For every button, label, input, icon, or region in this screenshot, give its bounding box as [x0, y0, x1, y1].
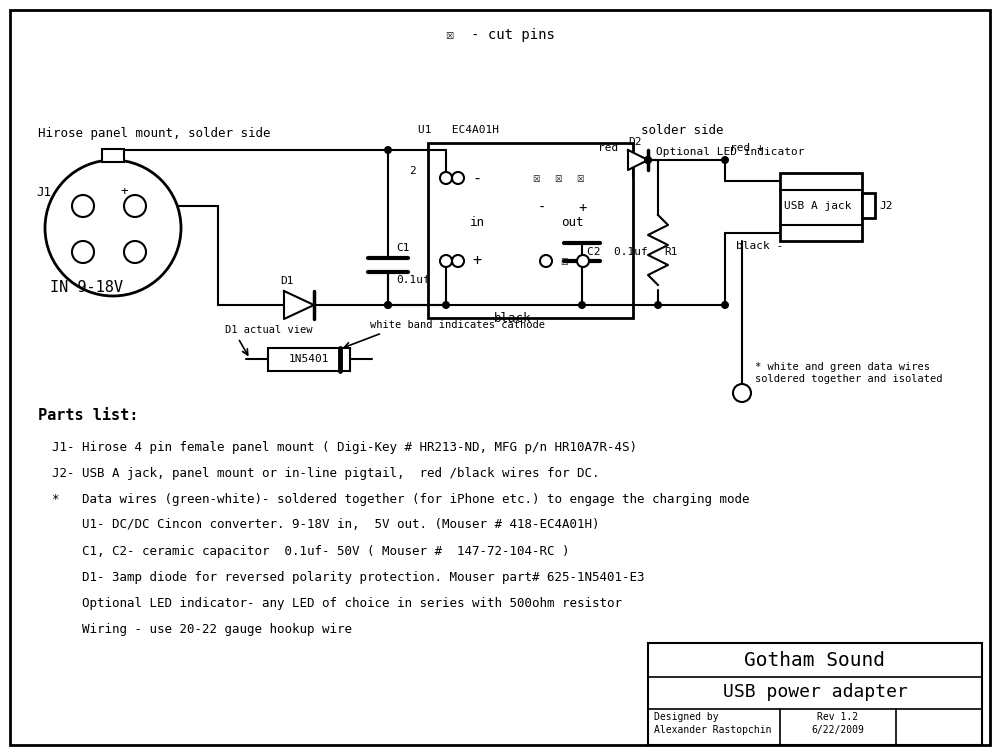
Circle shape — [578, 301, 586, 309]
Text: J2: J2 — [879, 201, 893, 211]
Text: ☒: ☒ — [576, 171, 584, 184]
Text: D2: D2 — [628, 137, 642, 147]
Text: Wiring - use 20-22 gauge hookup wire: Wiring - use 20-22 gauge hookup wire — [52, 623, 352, 636]
Text: ☒: ☒ — [560, 254, 568, 267]
Circle shape — [72, 241, 94, 263]
Circle shape — [577, 255, 589, 267]
Text: 1N5401: 1N5401 — [289, 354, 329, 364]
Text: * white and green data wires
soldered together and isolated: * white and green data wires soldered to… — [755, 362, 942, 384]
Circle shape — [654, 301, 662, 309]
Text: 6/22/2009: 6/22/2009 — [812, 725, 864, 735]
Text: out: out — [561, 217, 584, 230]
Text: +: + — [472, 254, 481, 269]
Circle shape — [644, 156, 652, 164]
Circle shape — [721, 301, 729, 309]
Text: J2- USB A jack, panel mount or in-line pigtail,  red /black wires for DC.: J2- USB A jack, panel mount or in-line p… — [52, 467, 600, 479]
Text: IN 9-18V: IN 9-18V — [50, 281, 123, 295]
Text: ☒: ☒ — [554, 171, 562, 184]
Circle shape — [452, 255, 464, 267]
Circle shape — [124, 195, 146, 217]
Text: J1- Hirose 4 pin female panel mount ( Digi-Key # HR213-ND, MFG p/n HR10A7R-4S): J1- Hirose 4 pin female panel mount ( Di… — [52, 440, 637, 454]
Text: C2  0.1uf: C2 0.1uf — [587, 247, 648, 257]
Text: Optional LED indicator- any LED of choice in series with 500ohm resistor: Optional LED indicator- any LED of choic… — [52, 596, 622, 609]
Circle shape — [452, 172, 464, 184]
Text: D1- 3amp diode for reversed polarity protection. Mouser part# 625-1N5401-E3: D1- 3amp diode for reversed polarity pro… — [52, 571, 644, 584]
Text: Gotham Sound: Gotham Sound — [744, 651, 886, 670]
Text: -: - — [472, 171, 481, 186]
Circle shape — [540, 255, 552, 267]
Polygon shape — [284, 291, 314, 319]
Text: 2: 2 — [409, 166, 416, 176]
Circle shape — [45, 160, 181, 296]
Circle shape — [72, 195, 94, 217]
Text: red +: red + — [730, 143, 764, 153]
Text: C1: C1 — [396, 243, 410, 253]
Text: 4: 4 — [132, 201, 138, 211]
Circle shape — [384, 146, 392, 154]
Text: black: black — [494, 312, 532, 325]
Circle shape — [644, 156, 652, 164]
Bar — [648, 643, 982, 745]
Circle shape — [440, 172, 452, 184]
Text: *   Data wires (green-white)- soldered together (for iPhone etc.) to engage the : * Data wires (green-white)- soldered tog… — [52, 492, 750, 506]
Text: ☒  - cut pins: ☒ - cut pins — [446, 28, 554, 42]
Text: red: red — [598, 143, 618, 153]
Text: +: + — [120, 186, 128, 199]
Polygon shape — [628, 150, 648, 170]
Text: +: + — [579, 201, 587, 215]
Bar — [428, 143, 633, 318]
Text: D1 actual view: D1 actual view — [225, 325, 312, 335]
Bar — [780, 173, 862, 241]
Text: R1: R1 — [664, 247, 678, 257]
Text: D1: D1 — [280, 276, 294, 286]
Text: Parts list:: Parts list: — [38, 408, 138, 423]
Text: solder side: solder side — [641, 124, 724, 137]
Text: Rev 1.2: Rev 1.2 — [817, 712, 859, 722]
Text: Optional LED indicator: Optional LED indicator — [656, 147, 804, 157]
Circle shape — [440, 255, 452, 267]
Circle shape — [124, 241, 146, 263]
Text: Designed by: Designed by — [654, 712, 719, 722]
Text: 3: 3 — [132, 247, 138, 257]
Text: Alexander Rastopchin: Alexander Rastopchin — [654, 725, 772, 735]
Text: USB A jack: USB A jack — [784, 201, 852, 211]
Bar — [102, 149, 124, 162]
Bar — [862, 193, 875, 218]
Circle shape — [442, 301, 450, 309]
Circle shape — [733, 384, 751, 402]
Text: U1   EC4A01H: U1 EC4A01H — [418, 125, 499, 135]
Text: 1: 1 — [80, 201, 86, 211]
Text: J1: J1 — [36, 186, 51, 199]
Text: C1, C2- ceramic capacitor  0.1uf- 50V ( Mouser #  147-72-104-RC ): C1, C2- ceramic capacitor 0.1uf- 50V ( M… — [52, 544, 570, 557]
Text: in: in — [470, 217, 485, 230]
Text: U1- DC/DC Cincon converter. 9-18V in,  5V out. (Mouser # 418-EC4A01H): U1- DC/DC Cincon converter. 9-18V in, 5V… — [52, 519, 600, 532]
Text: 2: 2 — [80, 247, 86, 257]
Circle shape — [384, 301, 392, 309]
Circle shape — [384, 301, 392, 309]
Text: white band indicates cathode: white band indicates cathode — [370, 320, 545, 330]
Text: Hirose panel mount, solder side: Hirose panel mount, solder side — [38, 127, 270, 140]
Text: 0.1uf: 0.1uf — [396, 275, 430, 285]
Circle shape — [721, 156, 729, 164]
Text: black -: black - — [736, 241, 783, 251]
Text: -: - — [538, 201, 546, 215]
Text: ☒: ☒ — [532, 171, 540, 184]
Bar — [268, 348, 350, 371]
Text: USB power adapter: USB power adapter — [723, 683, 907, 701]
